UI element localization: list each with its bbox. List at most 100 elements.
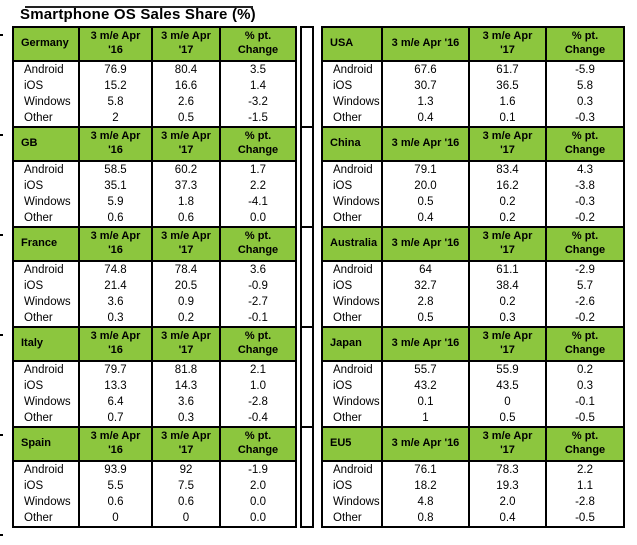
- value-cell: 14.3: [174, 380, 198, 392]
- value-cell: 0.5: [417, 312, 434, 324]
- col-header-change: % pt. Change: [547, 128, 623, 160]
- value-cell: 32.7: [414, 280, 437, 292]
- col-header-2017: 3 m/e Apr '17: [153, 128, 219, 160]
- change-column: -1.9 2.0 0.0 0.0: [221, 462, 295, 526]
- change-cell: -2.8: [575, 496, 595, 508]
- values-2017-column: 81.8 14.3 3.6 0.3: [153, 362, 219, 426]
- page-title: Smartphone OS Sales Share (%): [20, 6, 256, 23]
- values-2017-column: 83.4 16.2 0.2 0.2: [470, 162, 545, 226]
- value-cell: 3.6: [107, 296, 124, 308]
- value-cell: 74.8: [104, 264, 127, 276]
- col-header-2017: 3 m/e Apr '17: [470, 328, 545, 360]
- os-name-column: Android iOS Windows Other: [14, 362, 78, 426]
- col-header-2017: 3 m/e Apr '17: [153, 28, 219, 60]
- country-header: Spain: [14, 428, 78, 460]
- os-name-cell: Android: [333, 164, 373, 176]
- value-cell: 58.5: [104, 164, 127, 176]
- change-column: 1.7 2.2 -4.1 0.0: [221, 162, 295, 226]
- left-edge-border-stub: [0, 134, 3, 136]
- value-cell: 0.2: [499, 296, 516, 308]
- os-name-column: Android iOS Windows Other: [323, 262, 381, 326]
- change-cell: -0.3: [575, 112, 595, 124]
- change-cell: -1.5: [248, 112, 268, 124]
- value-cell: 0.2: [499, 196, 516, 208]
- country-header: Japan: [323, 328, 381, 360]
- table-usa: USA 3 m/e Apr '16 3 m/e Apr '17% pt. Chang…: [321, 26, 625, 128]
- value-cell: 16.6: [174, 80, 198, 92]
- value-cell: 76.1: [414, 464, 437, 476]
- values-2017-column: 55.9 43.5 0 0.5: [470, 362, 545, 426]
- os-name-cell: Android: [333, 264, 373, 276]
- col-header-2016: 3 m/e Apr '16: [383, 228, 468, 260]
- os-name-cell: iOS: [333, 80, 353, 92]
- country-header: USA: [323, 28, 381, 60]
- left-table-stack: Germany 3 m/e Apr '16 3 m/e Apr '17% pt. C…: [12, 26, 297, 528]
- values-2016-column: 76.1 18.2 4.8 0.8: [383, 462, 468, 526]
- value-cell: 5.9: [107, 196, 124, 208]
- os-name-cell: Windows: [24, 96, 71, 108]
- os-name-column: Android iOS Windows Other: [14, 262, 78, 326]
- change-column: 3.6 -0.9 -2.7 -0.1: [221, 262, 295, 326]
- spacer-cell: [300, 426, 314, 528]
- country-header: Italy: [14, 328, 78, 360]
- change-cell: -0.1: [575, 396, 595, 408]
- value-cell: 43.5: [496, 380, 519, 392]
- value-cell: 20.0: [414, 180, 437, 192]
- os-name-cell: Android: [24, 264, 64, 276]
- value-cell: 38.4: [496, 280, 519, 292]
- os-name-cell: Windows: [24, 296, 71, 308]
- table-gb: GB 3 m/e Apr '16 3 m/e Apr '17% pt. Change…: [12, 126, 297, 228]
- os-name-cell: Other: [333, 412, 362, 424]
- value-cell: 5.5: [107, 480, 124, 492]
- change-cell: -0.5: [575, 412, 595, 424]
- value-cell: 0.2: [178, 312, 194, 324]
- os-name-cell: iOS: [333, 380, 353, 392]
- value-cell: 35.1: [104, 180, 127, 192]
- col-header-2017: 3 m/e Apr '17: [470, 28, 545, 60]
- os-name-column: Android iOS Windows Other: [14, 162, 78, 226]
- value-cell: 0.5: [499, 412, 516, 424]
- col-header-change: % pt. Change: [547, 428, 623, 460]
- table-france: France 3 m/e Apr '16 3 m/e Apr '17% pt. Ch…: [12, 226, 297, 328]
- change-cell: 1.7: [250, 164, 266, 176]
- os-name-cell: Android: [333, 464, 373, 476]
- value-cell: 79.7: [104, 364, 127, 376]
- change-cell: -2.6: [575, 296, 595, 308]
- value-cell: 0.3: [499, 312, 516, 324]
- value-cell: 1.8: [178, 196, 194, 208]
- values-2016-column: 58.5 35.1 5.9 0.6: [80, 162, 151, 226]
- col-header-2016: 3 m/e Apr '16: [383, 128, 468, 160]
- table-eu5: EU5 3 m/e Apr '16 3 m/e Apr '17% pt. Chang…: [321, 426, 625, 528]
- value-cell: 13.3: [104, 380, 127, 392]
- os-name-column: Android iOS Windows Other: [323, 162, 381, 226]
- change-cell: -3.8: [575, 180, 595, 192]
- table-germany: Germany 3 m/e Apr '16 3 m/e Apr '17% pt. C…: [12, 26, 297, 128]
- value-cell: 20.5: [174, 280, 198, 292]
- table-spain: Spain 3 m/e Apr '16 3 m/e Apr '17% pt. Cha…: [12, 426, 297, 528]
- values-2017-column: 78.3 19.3 2.0 0.4: [470, 462, 545, 526]
- value-cell: 43.2: [414, 380, 437, 392]
- cropped-top-edge-artifact: [25, 6, 253, 8]
- value-cell: 61.7: [496, 64, 519, 76]
- os-name-cell: Windows: [333, 96, 380, 108]
- table-china: China 3 m/e Apr '16 3 m/e Apr '17% pt. Cha…: [321, 126, 625, 228]
- value-cell: 0.1: [499, 112, 516, 124]
- change-cell: 0.2: [577, 364, 593, 376]
- value-cell: 6.4: [107, 396, 124, 408]
- value-cell: 2.8: [417, 296, 434, 308]
- value-cell: 76.9: [104, 64, 127, 76]
- value-cell: 4.8: [417, 496, 434, 508]
- value-cell: 55.7: [414, 364, 437, 376]
- os-name-cell: Android: [24, 164, 64, 176]
- change-cell: -2.9: [575, 264, 595, 276]
- col-header-2016: 3 m/e Apr '16: [80, 328, 151, 360]
- value-cell: 0: [182, 512, 190, 524]
- change-cell: -4.1: [248, 196, 268, 208]
- value-cell: 0: [504, 396, 511, 408]
- os-name-column: Android iOS Windows Other: [14, 462, 78, 526]
- change-cell: 0.3: [577, 380, 593, 392]
- value-cell: 0.5: [178, 112, 194, 124]
- value-cell: 64: [419, 264, 432, 276]
- value-cell: 16.2: [496, 180, 519, 192]
- change-cell: -0.9: [248, 280, 268, 292]
